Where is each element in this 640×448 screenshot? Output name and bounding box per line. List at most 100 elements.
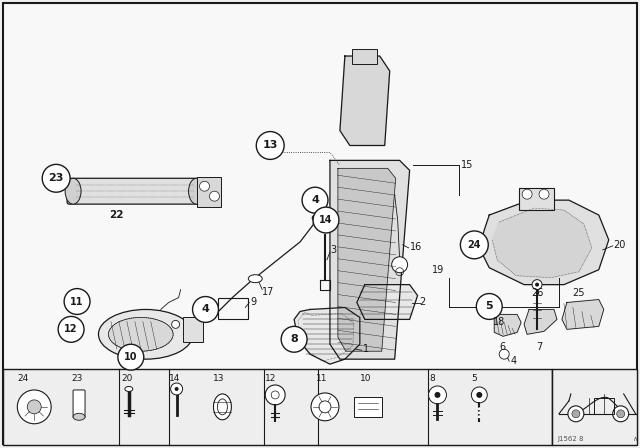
Circle shape	[572, 410, 580, 418]
FancyBboxPatch shape	[552, 369, 637, 444]
Text: 11: 11	[316, 374, 328, 383]
Circle shape	[535, 283, 539, 287]
FancyBboxPatch shape	[196, 177, 221, 207]
Circle shape	[302, 187, 328, 213]
Polygon shape	[562, 300, 604, 329]
Text: 4: 4	[311, 195, 319, 205]
Text: 22: 22	[109, 210, 123, 220]
Circle shape	[256, 132, 284, 159]
Circle shape	[429, 386, 447, 404]
Circle shape	[617, 410, 625, 418]
Circle shape	[460, 231, 488, 259]
Text: 4: 4	[202, 305, 209, 314]
FancyBboxPatch shape	[73, 390, 85, 418]
Text: 7: 7	[536, 342, 542, 352]
Text: 23: 23	[49, 173, 64, 183]
Text: 23: 23	[71, 374, 83, 383]
Polygon shape	[338, 168, 396, 351]
Circle shape	[435, 392, 440, 398]
Text: 1: 1	[363, 344, 369, 354]
Circle shape	[171, 383, 182, 395]
Text: 15: 15	[461, 160, 474, 170]
Text: 8: 8	[429, 374, 435, 383]
Text: 13: 13	[262, 141, 278, 151]
Text: 14: 14	[319, 215, 333, 225]
Circle shape	[172, 320, 180, 328]
Text: 12: 12	[265, 374, 276, 383]
Circle shape	[476, 392, 483, 398]
Ellipse shape	[73, 414, 85, 420]
Text: 25: 25	[573, 288, 585, 297]
Circle shape	[568, 406, 584, 422]
Text: 12: 12	[65, 324, 78, 334]
Ellipse shape	[108, 318, 173, 351]
Polygon shape	[294, 307, 360, 364]
Text: 8: 8	[290, 334, 298, 344]
Polygon shape	[357, 284, 417, 319]
Circle shape	[200, 181, 209, 191]
Circle shape	[522, 189, 532, 199]
Text: 5: 5	[471, 374, 477, 383]
Circle shape	[311, 393, 339, 421]
Text: 5: 5	[486, 302, 493, 311]
Polygon shape	[479, 200, 609, 284]
Text: 2: 2	[420, 297, 426, 306]
FancyBboxPatch shape	[3, 369, 552, 444]
Text: 17: 17	[262, 287, 275, 297]
Circle shape	[193, 297, 218, 323]
FancyBboxPatch shape	[352, 49, 377, 64]
Text: 20: 20	[614, 240, 626, 250]
Text: 6: 6	[499, 342, 505, 352]
Circle shape	[281, 326, 307, 352]
Text: 3: 3	[330, 245, 336, 255]
Circle shape	[64, 289, 90, 314]
FancyBboxPatch shape	[354, 397, 381, 417]
Text: 16: 16	[410, 242, 422, 252]
Text: 14: 14	[169, 374, 180, 383]
FancyBboxPatch shape	[3, 4, 637, 444]
Circle shape	[478, 407, 481, 410]
Text: 19: 19	[432, 265, 444, 275]
Ellipse shape	[189, 178, 205, 204]
FancyBboxPatch shape	[67, 178, 200, 204]
Circle shape	[265, 385, 285, 405]
Circle shape	[312, 215, 318, 221]
Polygon shape	[340, 56, 390, 146]
Circle shape	[175, 387, 179, 391]
Text: 11: 11	[70, 297, 84, 306]
Circle shape	[532, 280, 542, 289]
Text: ∧: ∧	[632, 435, 637, 442]
FancyBboxPatch shape	[519, 188, 554, 210]
Circle shape	[42, 164, 70, 192]
Text: 13: 13	[212, 374, 224, 383]
Ellipse shape	[65, 178, 81, 204]
Circle shape	[471, 387, 487, 403]
Circle shape	[118, 344, 144, 370]
Circle shape	[539, 189, 549, 199]
Text: 4: 4	[510, 356, 516, 366]
FancyBboxPatch shape	[182, 318, 202, 342]
Text: 20: 20	[121, 374, 132, 383]
Text: 26: 26	[531, 288, 543, 297]
Ellipse shape	[248, 275, 262, 283]
Text: 18: 18	[493, 318, 506, 327]
Circle shape	[17, 390, 51, 424]
Ellipse shape	[125, 387, 133, 392]
Polygon shape	[330, 160, 410, 359]
Text: 10: 10	[124, 352, 138, 362]
Circle shape	[478, 411, 481, 414]
Circle shape	[28, 400, 41, 414]
Text: 24: 24	[468, 240, 481, 250]
Circle shape	[58, 316, 84, 342]
Polygon shape	[524, 310, 557, 334]
Text: 24: 24	[17, 374, 29, 383]
Circle shape	[476, 293, 502, 319]
Ellipse shape	[214, 394, 232, 420]
Circle shape	[499, 349, 509, 359]
Polygon shape	[494, 314, 521, 336]
Text: 10: 10	[360, 374, 371, 383]
Ellipse shape	[99, 310, 193, 359]
Circle shape	[313, 207, 339, 233]
Circle shape	[209, 191, 220, 201]
Text: J1562 8: J1562 8	[557, 435, 584, 442]
